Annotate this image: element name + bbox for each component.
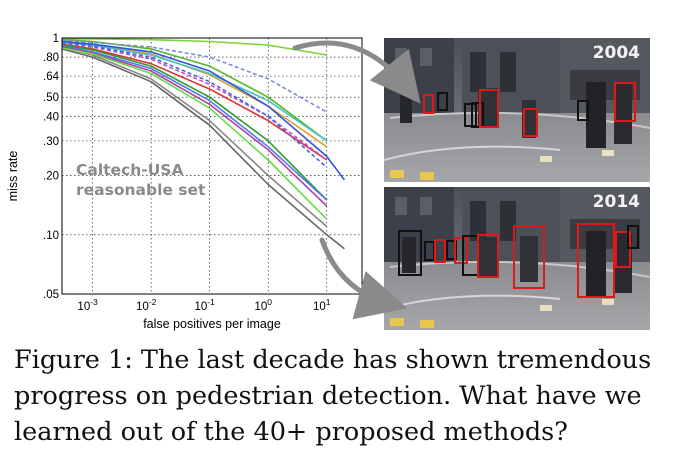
series-line: [62, 41, 328, 142]
caption-line-1: Figure 1: The last decade has shown trem…: [14, 345, 652, 375]
x-tick-label: 101: [313, 297, 331, 313]
photo-year-2004: 2004: [593, 43, 640, 63]
x-tick-label: 10-3: [77, 297, 98, 313]
plot-frame: [61, 37, 363, 295]
series-line: [62, 45, 328, 201]
plot-area: [62, 38, 362, 294]
photo-2004: 2004: [383, 38, 651, 182]
series-line: [62, 44, 328, 201]
y-tick-label: .20: [43, 171, 59, 183]
detection-boxes-2014: [398, 223, 639, 298]
y-tick-label: .30: [43, 136, 59, 148]
series-line: [62, 38, 328, 142]
series-line: [62, 40, 346, 181]
y-tick-label: .05: [43, 289, 59, 301]
y-tick-label: .40: [43, 111, 59, 123]
y-axis-label: miss rate: [6, 151, 20, 202]
y-tick-label: .50: [43, 92, 59, 104]
caption-line-2: progress on pedestrian detection. What h…: [14, 381, 642, 411]
x-axis-label: false positives per image: [143, 317, 281, 331]
series-line: [62, 38, 327, 56]
x-tick-labels: 10-3 10-2 10-1 100 101: [77, 297, 330, 313]
caption-line-3: learned out of the 40+ proposed methods?: [14, 417, 568, 447]
series-line: [62, 41, 328, 169]
series-line: [62, 39, 328, 113]
x-tick-label: 10-1: [195, 297, 216, 313]
y-tick-label: .64: [43, 71, 60, 83]
photo-2014: 2014: [383, 187, 651, 330]
series-line: [62, 46, 328, 207]
photo-year-2014: 2014: [593, 192, 640, 212]
y-tick-labels: 1 .80 .64 .50 .40 .30 .20 .10 .05: [43, 33, 60, 301]
figure-caption: Figure 1: The last decade has shown trem…: [14, 342, 678, 450]
y-tick-label: .10: [43, 230, 59, 242]
x-tick-label: 10-2: [136, 297, 157, 313]
curves-group: [62, 38, 346, 250]
x-tick-label: 100: [254, 297, 272, 313]
y-tick-label: .80: [43, 52, 59, 64]
arrow-to-2014: [319, 237, 408, 320]
arrows: [292, 40, 421, 320]
series-line: [62, 43, 328, 161]
arrow-to-2004: [292, 40, 421, 104]
series-line: [62, 48, 345, 250]
roc-chart: 1.80.64.50.40.30.20.10.05 10-3 10-2 10-1 10…: [6, 33, 363, 331]
annotation-line-2: reasonable set: [76, 181, 206, 199]
annotation-line-1: Caltech-USA: [76, 161, 183, 179]
figure-canvas: 1.80.64.50.40.30.20.10.05 10-3 10-2 10-1 10…: [6, 33, 651, 331]
y-tick-label: 1: [53, 33, 59, 45]
detection-boxes-2004: [423, 82, 636, 137]
series-line: [62, 47, 328, 220]
